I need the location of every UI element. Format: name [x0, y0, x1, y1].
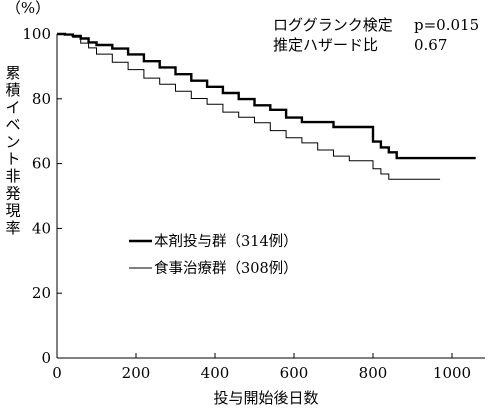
series-diet-curve [57, 33, 441, 180]
x-tick-label-0: 0 [52, 364, 62, 382]
logrank-test-label: ロググランク検定 [273, 16, 393, 34]
y-tick-label-20: 20 [32, 284, 51, 302]
y-tick-label-100: 100 [22, 25, 51, 43]
survival-curves [57, 32, 476, 180]
y-axis-title: 累積イベント非発現率 [5, 64, 20, 237]
legend-label-diet: 食事治療群（308例） [154, 260, 298, 277]
x-tick-label-200: 200 [122, 364, 151, 382]
x-tick-label-1000: 1000 [433, 364, 471, 382]
series-treatment-curve [57, 32, 476, 160]
hazard-ratio-label: 推定ハザード比 [273, 36, 378, 54]
x-axis-title: 投与開始後日数 [213, 389, 318, 407]
legend: 本剤投与群（314例） 食事治療群（308例） [129, 233, 298, 277]
p-value: p=0.015 [414, 16, 479, 34]
y-axis-ticks: 0 20 40 60 80 100 [22, 25, 62, 367]
x-tick-label-600: 600 [280, 364, 309, 382]
hazard-ratio-value: 0.67 [414, 36, 447, 54]
x-tick-label-800: 800 [359, 364, 388, 382]
y-tick-label-80: 80 [32, 90, 51, 108]
legend-label-treatment: 本剤投与群（314例） [154, 233, 298, 250]
y-unit-label: （%） [6, 0, 50, 17]
y-tick-label-40: 40 [32, 219, 51, 237]
y-tick-label-0: 0 [41, 349, 51, 367]
x-tick-label-400: 400 [201, 364, 230, 382]
y-tick-label-60: 60 [32, 155, 51, 173]
x-axis-ticks: 0 200 400 600 800 1000 [52, 353, 471, 382]
